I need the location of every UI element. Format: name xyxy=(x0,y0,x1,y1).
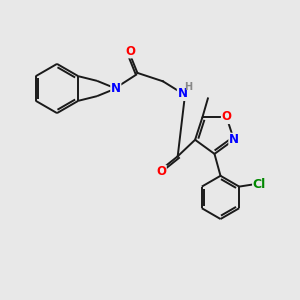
Text: H: H xyxy=(184,82,193,92)
Text: N: N xyxy=(111,82,121,95)
Text: O: O xyxy=(156,165,166,178)
Text: N: N xyxy=(177,87,188,101)
Text: N: N xyxy=(229,133,239,146)
Text: O: O xyxy=(125,45,135,58)
Text: O: O xyxy=(221,110,232,124)
Text: Cl: Cl xyxy=(253,178,266,191)
